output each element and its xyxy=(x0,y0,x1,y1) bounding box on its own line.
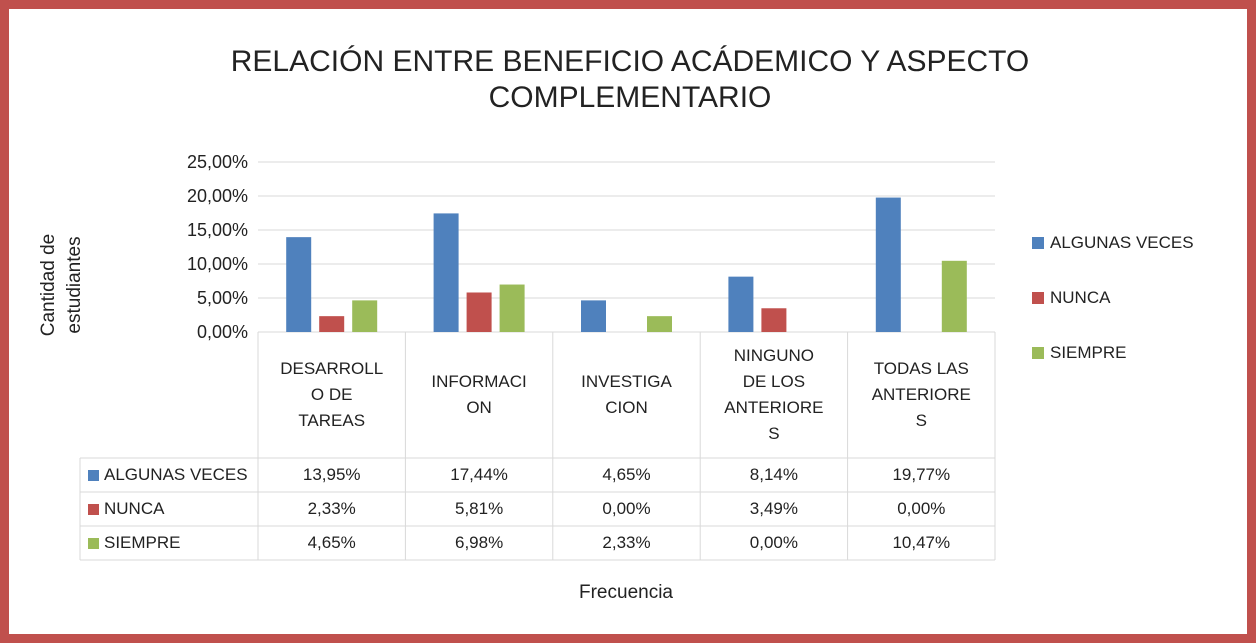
table-cell: 17,44% xyxy=(450,465,508,484)
bar xyxy=(875,197,901,332)
table-series-name: NUNCA xyxy=(104,499,165,518)
table-cell: 3,49% xyxy=(749,499,798,518)
bar xyxy=(352,300,378,332)
table-series-name: SIEMPRE xyxy=(104,533,181,552)
x-tick-label: INFORMACI ON xyxy=(431,372,527,417)
x-tick-label: TODAS LAS ANTERIORE S xyxy=(871,359,971,430)
table-cell: 4,65% xyxy=(307,533,356,552)
legend-key xyxy=(1032,237,1044,249)
chart-title: RELACIÓN ENTRE BENEFICIO ACÁDEMICO Y ASP… xyxy=(230,45,1030,114)
bar xyxy=(499,284,525,332)
table-cell: 10,47% xyxy=(892,533,951,552)
legend-key xyxy=(1032,292,1044,304)
y-tick-label: 5,00% xyxy=(196,288,248,308)
y-tick-label: 25,00% xyxy=(186,152,248,172)
legend-label: ALGUNAS VECES xyxy=(1050,233,1194,252)
table-cell: 2,33% xyxy=(307,499,356,518)
x-tick-label: NINGUNO DE LOS ANTERIORE S xyxy=(724,346,824,443)
bar xyxy=(941,260,967,332)
bar xyxy=(761,308,787,332)
x-tick-label: INVESTIGA CION xyxy=(581,372,672,417)
bar xyxy=(466,292,492,332)
bar xyxy=(728,276,754,332)
y-tick-label: 20,00% xyxy=(186,186,248,206)
y-tick-label: 15,00% xyxy=(186,220,248,240)
y-axis-title: Cantidad de estudiantes xyxy=(38,233,85,337)
table-cell: 0,00% xyxy=(897,499,946,518)
table-cell: 13,95% xyxy=(302,465,361,484)
table-cell: 6,98% xyxy=(454,533,504,552)
table-legend-key xyxy=(88,538,99,549)
table-cell: 4,65% xyxy=(602,465,651,484)
table-cell: 8,14% xyxy=(749,465,798,484)
bar xyxy=(581,300,606,332)
x-tick-label: DESARROLL O DE TAREAS xyxy=(280,359,384,430)
bar xyxy=(286,237,312,332)
table-cell: 0,00% xyxy=(602,499,651,518)
table-cell: 0,00% xyxy=(749,533,798,552)
table-cell: 2,33% xyxy=(602,533,651,552)
table-legend-key xyxy=(88,504,99,515)
legend-label: NUNCA xyxy=(1050,288,1111,307)
y-tick-label: 10,00% xyxy=(186,254,248,274)
table-legend-key xyxy=(88,470,99,481)
table-cell: 5,81% xyxy=(454,499,504,518)
bar xyxy=(319,316,345,332)
table-cell: 19,77% xyxy=(892,465,951,484)
y-tick-label: 0,00% xyxy=(196,322,248,342)
legend-label: SIEMPRE xyxy=(1050,343,1127,362)
legend-key xyxy=(1032,347,1044,359)
table-series-name: ALGUNAS VECES xyxy=(104,465,248,484)
bar xyxy=(647,316,672,332)
x-axis-title: Frecuencia xyxy=(579,582,673,603)
bar xyxy=(433,213,459,332)
